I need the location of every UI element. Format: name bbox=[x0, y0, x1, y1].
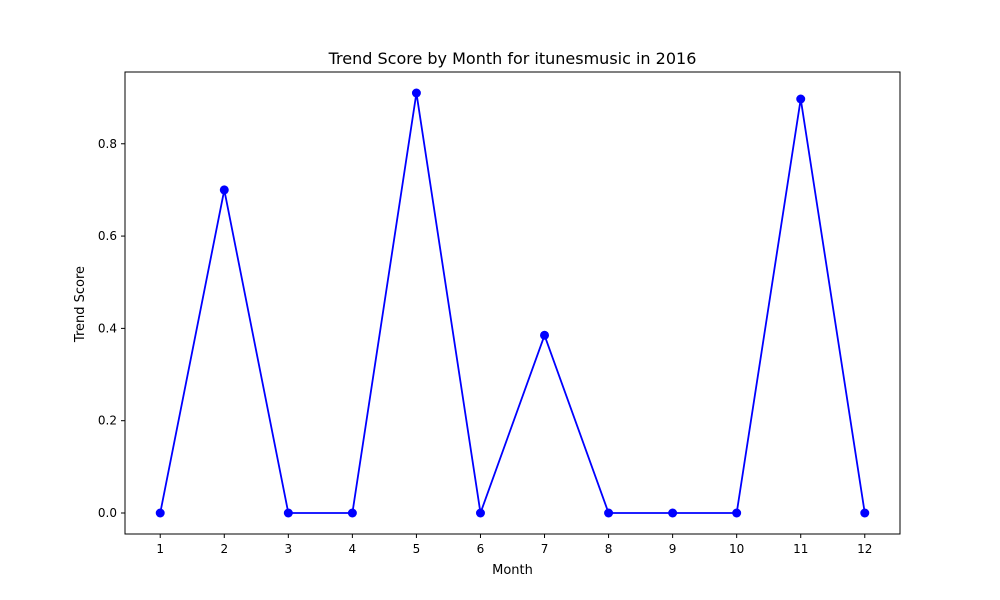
x-tick-label: 12 bbox=[857, 542, 872, 556]
x-tick-label: 11 bbox=[793, 542, 808, 556]
data-point bbox=[668, 508, 678, 518]
data-point bbox=[219, 185, 229, 195]
x-tick-label: 8 bbox=[605, 542, 613, 556]
x-tick-label: 1 bbox=[156, 542, 164, 556]
data-point bbox=[347, 508, 357, 518]
y-tick-label: 0.8 bbox=[98, 137, 117, 151]
y-tick-label: 0.0 bbox=[98, 506, 117, 520]
x-tick-label: 4 bbox=[349, 542, 357, 556]
data-point bbox=[796, 94, 806, 104]
data-point bbox=[475, 508, 485, 518]
x-tick-label: 2 bbox=[220, 542, 228, 556]
data-point bbox=[540, 330, 550, 340]
data-point bbox=[411, 88, 421, 98]
x-tick-label: 6 bbox=[477, 542, 485, 556]
x-axis-label: Month bbox=[492, 563, 533, 578]
x-tick-label: 3 bbox=[285, 542, 293, 556]
x-tick-label: 9 bbox=[669, 542, 677, 556]
chart-title: Trend Score by Month for itunesmusic in … bbox=[328, 49, 697, 68]
plot-frame bbox=[124, 71, 901, 535]
y-axis-label: Trend Score bbox=[73, 266, 88, 343]
plot-area: 1 2 3 4 5 6 7 8 9 10 11 120.00.20.40.60.8 bbox=[98, 88, 872, 556]
data-point bbox=[155, 508, 165, 518]
series-line bbox=[159, 92, 866, 514]
y-tick-label: 0.4 bbox=[98, 321, 117, 335]
x-tick-label: 7 bbox=[541, 542, 549, 556]
x-tick-label: 5 bbox=[413, 542, 421, 556]
data-point bbox=[283, 508, 293, 518]
data-point bbox=[860, 508, 870, 518]
data-point bbox=[604, 508, 614, 518]
x-tick-label: 10 bbox=[729, 542, 744, 556]
y-tick-label: 0.6 bbox=[98, 229, 117, 243]
data-point bbox=[732, 508, 742, 518]
y-tick-label: 0.2 bbox=[98, 414, 117, 428]
